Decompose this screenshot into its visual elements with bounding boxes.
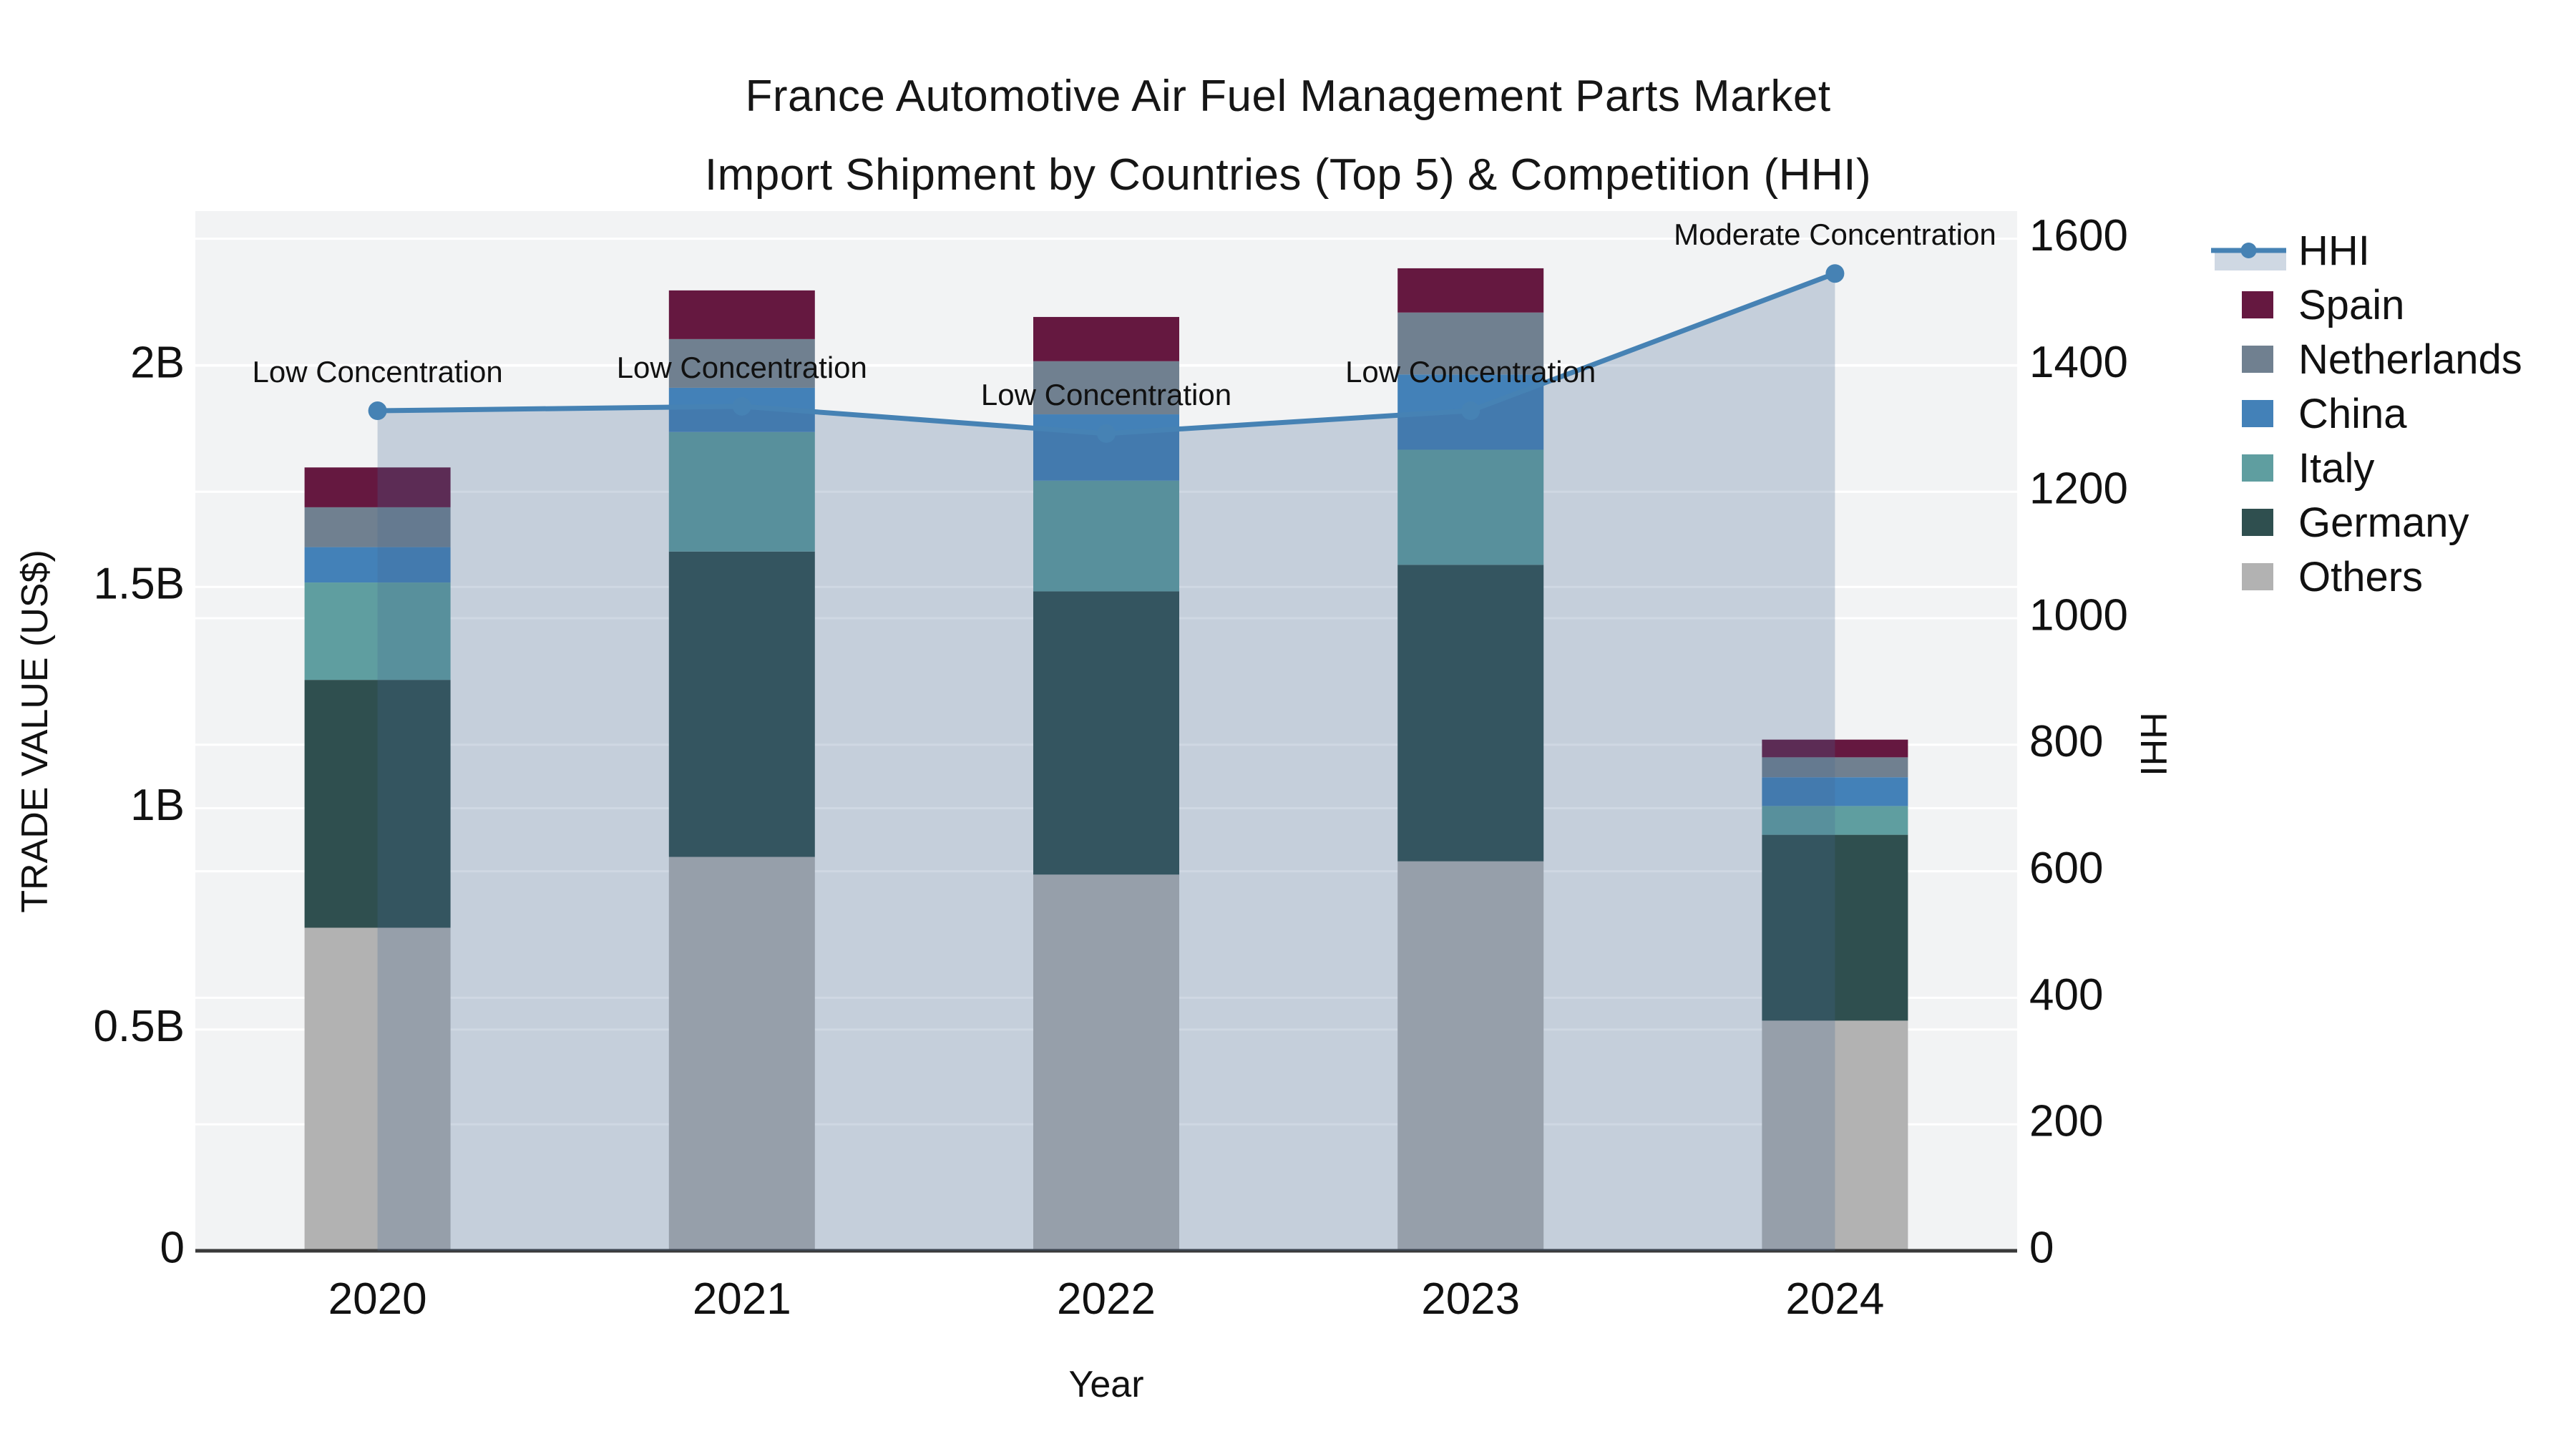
annotation-2022: Low Concentration: [981, 378, 1231, 411]
hhi-marker-2021: [732, 396, 751, 416]
legend-swatch-hhi-marker: [2240, 243, 2257, 258]
bar-segment-2021-spain: [668, 290, 815, 339]
x-tick-2021: 2021: [693, 1274, 791, 1324]
hhi-marker-2023: [1461, 401, 1480, 421]
legend-swatch-china: [2242, 400, 2273, 427]
x-tick-2023: 2023: [1421, 1274, 1520, 1324]
right-tick-200: 200: [2029, 1097, 2103, 1146]
annotation-2020: Low Concentration: [252, 355, 502, 389]
bar-segment-2023-germany: [1397, 565, 1544, 862]
bar-segment-2024-germany: [1762, 834, 1908, 1021]
annotation-2023: Low Concentration: [1345, 355, 1596, 389]
legend-label-others: Others: [2298, 554, 2423, 600]
legend-swatch-italy: [2242, 454, 2273, 482]
bar-segment-2024-spain: [1762, 739, 1908, 758]
bar-segment-2020-others: [304, 927, 451, 1251]
x-tick-2022: 2022: [1057, 1274, 1156, 1324]
bar-segment-2022-italy: [1033, 480, 1179, 592]
bar-segment-2023-others: [1397, 861, 1544, 1251]
bar-segment-2023-netherlands: [1397, 312, 1544, 375]
right-tick-1400: 1400: [2029, 338, 2128, 387]
bar-segment-2021-netherlands: [668, 338, 815, 388]
legend-label-china: China: [2298, 391, 2407, 437]
legend-swatch-spain: [2242, 291, 2273, 318]
bar-segment-2022-germany: [1033, 591, 1179, 875]
right-tick-600: 600: [2029, 844, 2103, 893]
left-tick-1B: 1B: [130, 781, 185, 830]
bar-segment-2020-italy: [304, 582, 451, 680]
legend-swatch-others: [2242, 563, 2273, 590]
hhi-area-fill: [377, 273, 1835, 1252]
hhi-marker-2022: [1097, 424, 1116, 443]
bar-segment-2023-italy: [1397, 449, 1544, 565]
bar-segment-2024-italy: [1762, 806, 1908, 835]
bar-segment-2022-others: [1033, 874, 1179, 1251]
legend-label-italy: Italy: [2298, 445, 2374, 492]
left-tick-2B: 2B: [130, 338, 185, 387]
legend-label-germany: Germany: [2298, 499, 2469, 546]
left-tick-1.5B: 1.5B: [93, 560, 185, 609]
legend-label-spain: Spain: [2298, 282, 2404, 328]
right-tick-400: 400: [2029, 970, 2103, 1020]
bar-segment-2020-netherlands: [304, 507, 451, 547]
annotation-2024: Moderate Concentration: [1674, 218, 1996, 251]
right-axis-title: HHI: [2132, 712, 2174, 776]
bar-segment-2020-spain: [304, 467, 451, 507]
bar-segment-2020-germany: [304, 680, 451, 928]
x-axis-title: Year: [1068, 1364, 1143, 1405]
bar-segment-2021-germany: [668, 551, 815, 857]
hhi-marker-2020: [368, 401, 387, 421]
left-tick-0: 0: [160, 1223, 185, 1272]
bar-segment-2023-spain: [1397, 268, 1544, 313]
bar-segment-2020-china: [304, 547, 451, 583]
legend-label-hhi: HHI: [2298, 228, 2370, 274]
legend-swatch-netherlands: [2242, 346, 2273, 373]
right-tick-1600: 1600: [2029, 211, 2128, 260]
hhi-marker-2024: [1825, 264, 1845, 283]
bar-segment-2022-netherlands: [1033, 361, 1179, 415]
x-tick-2024: 2024: [1785, 1274, 1884, 1324]
bar-segment-2021-others: [668, 857, 815, 1251]
right-tick-800: 800: [2029, 717, 2103, 766]
chart-title-line-1: France Automotive Air Fuel Management Pa…: [745, 72, 1831, 121]
right-tick-1200: 1200: [2029, 464, 2128, 514]
legend-label-netherlands: Netherlands: [2298, 336, 2522, 383]
bar-segment-2024-others: [1762, 1020, 1908, 1251]
chart-title-line-2: Import Shipment by Countries (Top 5) & C…: [704, 150, 1872, 200]
legend-swatch-germany: [2242, 509, 2273, 536]
left-axis-title: TRADE VALUE (US$): [14, 550, 56, 913]
annotation-2021: Low Concentration: [617, 351, 867, 384]
bar-segment-2024-china: [1762, 777, 1908, 806]
right-tick-0: 0: [2029, 1223, 2054, 1272]
bar-segment-2022-spain: [1033, 316, 1179, 361]
left-tick-0.5B: 0.5B: [93, 1002, 185, 1051]
x-tick-2020: 2020: [328, 1274, 427, 1324]
bar-segment-2021-italy: [668, 431, 815, 552]
bar-segment-2024-netherlands: [1762, 757, 1908, 778]
right-tick-1000: 1000: [2029, 590, 2128, 640]
